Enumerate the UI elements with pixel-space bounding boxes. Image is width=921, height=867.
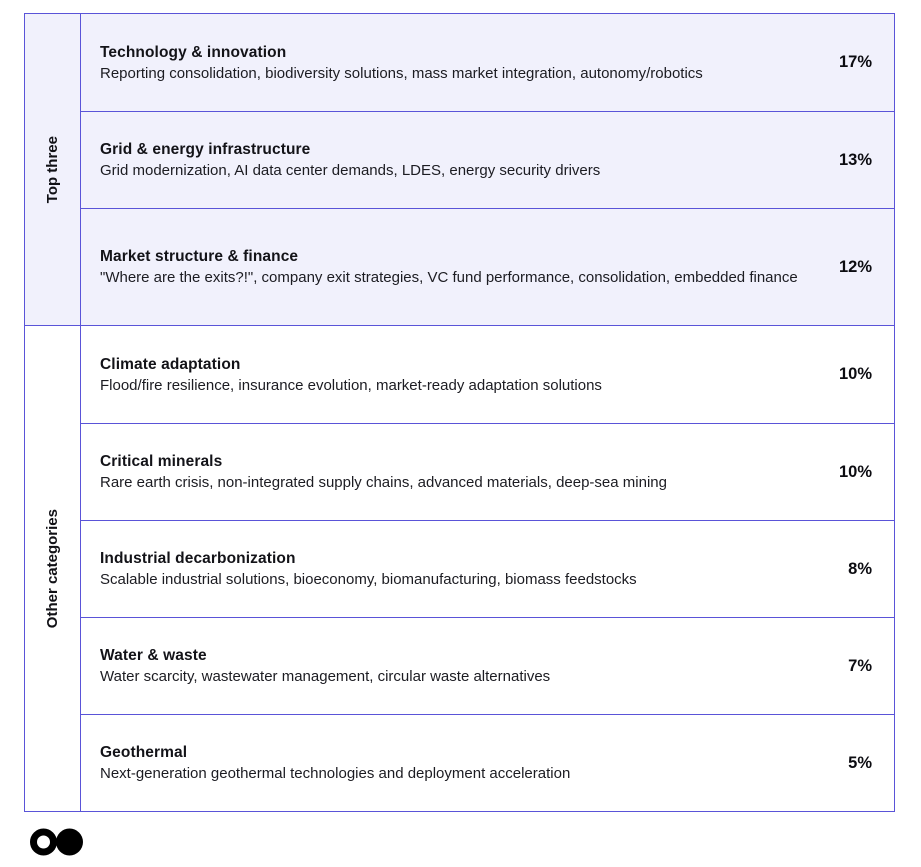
- two-dots-logo-icon: [30, 828, 83, 856]
- category-percent: 8%: [848, 559, 872, 578]
- category-percent: 5%: [848, 753, 872, 772]
- rows-other-categories: Climate adaptation Flood/fire resilience…: [81, 326, 894, 811]
- category-description: Reporting consolidation, biodiversity so…: [100, 64, 703, 82]
- category-percent: 10%: [838, 462, 872, 481]
- category-title: Climate adaptation: [100, 355, 241, 373]
- row-text: Industrial decarbonization Scalable indu…: [100, 548, 800, 590]
- section-other-categories: Other categories Climate adaptation Floo…: [25, 325, 894, 811]
- category-title: Industrial decarbonization: [100, 550, 296, 567]
- category-title: Geothermal: [100, 744, 188, 761]
- section-top-three: Top three Technology & innovation Report…: [25, 14, 894, 325]
- row-text: Grid & energy infrastructure Grid modern…: [100, 139, 800, 181]
- table-row: Climate adaptation Flood/fire resilience…: [81, 326, 894, 423]
- table-row: Water & waste Water scarcity, wastewater…: [81, 617, 894, 714]
- category-description: Water scarcity, wastewater management, c…: [100, 668, 551, 685]
- section-label-cell: Other categories: [25, 326, 81, 811]
- row-text: Climate adaptation Flood/fire resilience…: [100, 354, 800, 396]
- section-label-other-categories: Other categories: [44, 508, 61, 629]
- row-text: Market structure & finance "Where are th…: [100, 246, 800, 288]
- table-row: Geothermal Next-generation geothermal te…: [81, 714, 894, 811]
- category-percent: 13%: [838, 150, 872, 169]
- table-row: Industrial decarbonization Scalable indu…: [81, 520, 894, 617]
- table-row: Grid & energy infrastructure Grid modern…: [81, 111, 894, 208]
- table-row: Market structure & finance "Where are th…: [81, 208, 894, 325]
- category-percent: 7%: [848, 656, 872, 675]
- category-description: "Where are the exits?!", company exit st…: [100, 269, 798, 286]
- category-title: Grid & energy infrastructure: [100, 141, 311, 158]
- category-description: Grid modernization, AI data center deman…: [100, 162, 601, 179]
- category-title: Market structure & finance: [100, 248, 299, 265]
- row-text: Critical minerals Rare earth crisis, non…: [100, 451, 800, 493]
- category-description: Next-generation geothermal technologies …: [100, 765, 571, 782]
- section-label-top-three: Top three: [44, 135, 61, 204]
- row-text: Water & waste Water scarcity, wastewater…: [100, 645, 800, 687]
- category-description: Flood/fire resilience, insurance evoluti…: [100, 376, 602, 394]
- category-description: Scalable industrial solutions, bioeconom…: [100, 571, 637, 588]
- category-percent: 17%: [838, 53, 872, 71]
- section-label-cell: Top three: [25, 14, 81, 325]
- category-table: Top three Technology & innovation Report…: [24, 13, 895, 812]
- category-title: Technology & innovation: [100, 43, 287, 61]
- row-text: Technology & innovation Reporting consol…: [100, 42, 800, 84]
- row-text: Geothermal Next-generation geothermal te…: [100, 742, 800, 784]
- table-row: Technology & innovation Reporting consol…: [81, 14, 894, 111]
- category-percent: 10%: [838, 365, 872, 383]
- category-title: Water & waste: [100, 647, 207, 664]
- rows-top-three: Technology & innovation Reporting consol…: [81, 14, 894, 325]
- category-percent: 12%: [838, 257, 872, 276]
- category-description: Rare earth crisis, non-integrated supply…: [100, 474, 667, 491]
- table-row: Critical minerals Rare earth crisis, non…: [81, 423, 894, 520]
- category-title: Critical minerals: [100, 453, 223, 470]
